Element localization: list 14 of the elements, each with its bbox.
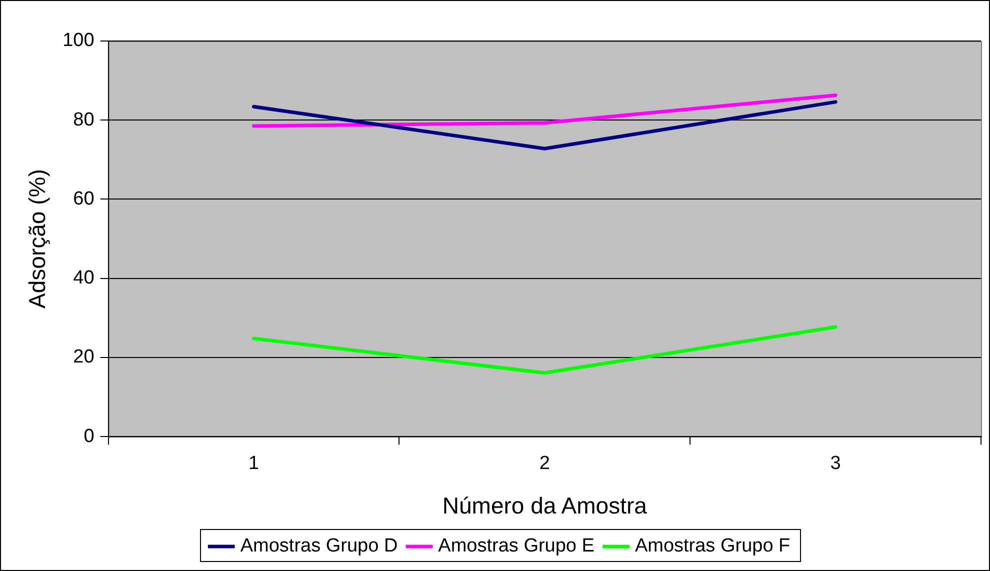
y-tick-label: 20 <box>73 346 94 368</box>
legend-label: Amostras Grupo D <box>240 536 398 557</box>
x-tick-label: 3 <box>830 453 841 474</box>
x-axis-title: Número da Amostra <box>442 492 648 519</box>
y-axis-title: Adsorção (%) <box>24 169 50 308</box>
y-tick-label: 0 <box>84 426 94 447</box>
y-tick-label: 80 <box>73 109 94 130</box>
legend-label: Amostras Grupo E <box>438 536 594 557</box>
y-tick-label: 40 <box>73 268 94 289</box>
x-tick-label: 2 <box>539 453 550 474</box>
x-tick-label: 1 <box>248 453 260 474</box>
legend-label: Amostras Grupo F <box>634 536 790 557</box>
y-tick-label: 60 <box>73 188 94 210</box>
y-tick-label: 100 <box>62 30 94 52</box>
